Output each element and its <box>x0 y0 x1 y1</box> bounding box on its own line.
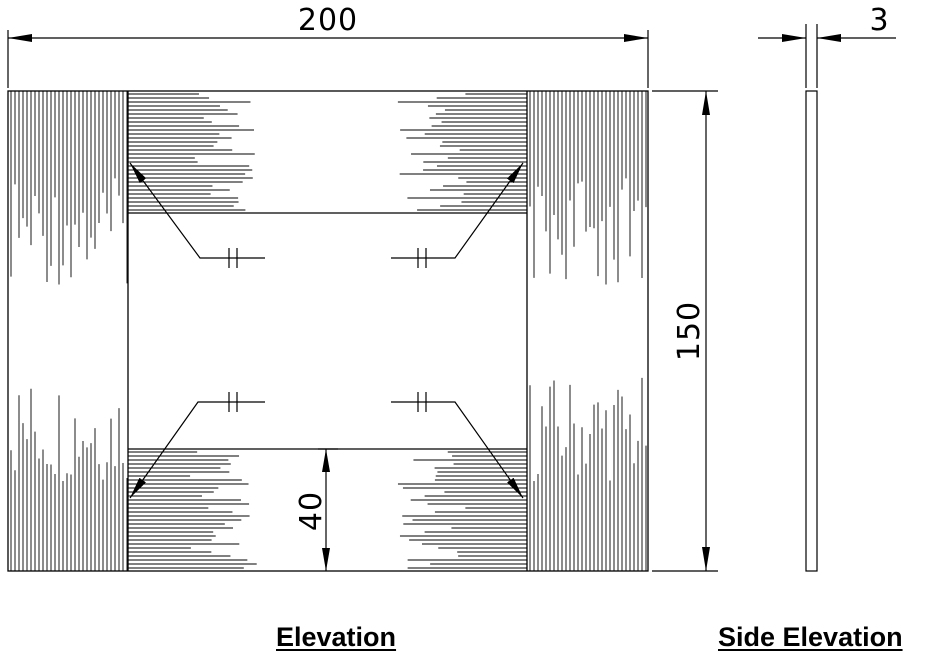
elevation-caption: Elevation <box>276 622 397 652</box>
width-dimension <box>7 30 649 88</box>
arrowhead <box>624 34 648 42</box>
arrowhead <box>702 91 710 115</box>
arrowhead <box>817 34 841 42</box>
arrowhead <box>702 547 710 571</box>
side-plate <box>805 90 818 572</box>
side-elevation-caption: Side Elevation <box>718 622 903 652</box>
thickness-dimension-label: 3 <box>869 3 888 38</box>
leader-lines <box>129 162 524 499</box>
width-dimension-label: 200 <box>298 3 358 38</box>
outer-rectangle <box>7 90 649 572</box>
arrowhead <box>322 548 330 571</box>
arrowhead <box>782 34 806 42</box>
hatching <box>10 91 647 571</box>
height-dimension <box>652 90 718 572</box>
arrowhead <box>8 34 32 42</box>
panel-height-dimension <box>318 448 338 571</box>
leader-top-right <box>391 162 524 259</box>
side-elevation <box>758 24 896 572</box>
height-dimension-label: 150 <box>672 301 707 361</box>
leader-bottom-left <box>129 401 265 499</box>
leader-top-left <box>129 162 265 259</box>
outline <box>7 90 649 572</box>
leader-bottom-right <box>391 401 524 499</box>
arrowhead <box>322 449 330 472</box>
panel-height-dimension-label: 40 <box>294 491 329 531</box>
